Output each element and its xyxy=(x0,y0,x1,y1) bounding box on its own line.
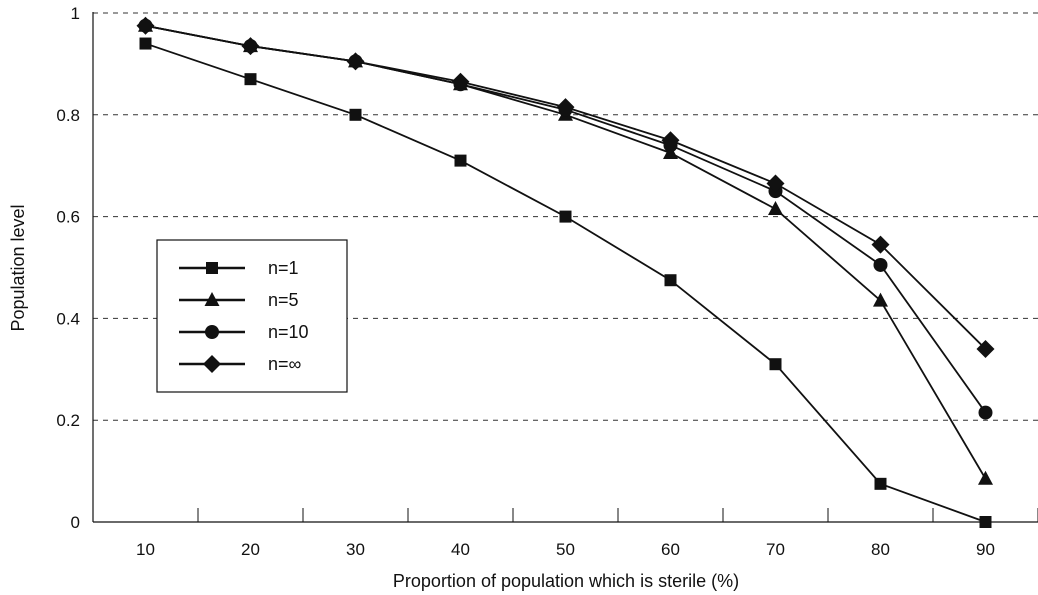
series-diamond xyxy=(136,16,995,358)
legend-marker-triangle xyxy=(204,292,220,306)
data-point-triangle xyxy=(978,470,993,485)
data-point-diamond xyxy=(976,339,995,358)
data-point-square xyxy=(139,37,152,50)
y-tick-label-1: 0.2 xyxy=(56,411,80,430)
data-point-triangle xyxy=(873,292,888,307)
legend-label-diamond: n=∞ xyxy=(268,354,302,374)
legend-label-circle: n=10 xyxy=(268,322,309,342)
x-tick-label-6: 70 xyxy=(766,540,785,559)
data-point-diamond xyxy=(871,235,890,254)
data-point-circle xyxy=(873,257,888,272)
data-point-square xyxy=(769,358,782,371)
data-point-square xyxy=(874,477,887,490)
x-tick-label-8: 90 xyxy=(976,540,995,559)
legend-marker-diamond xyxy=(203,355,221,373)
data-point-diamond xyxy=(556,98,575,117)
y-axis-title: Population level xyxy=(8,204,28,331)
data-point-diamond xyxy=(451,72,470,91)
y-tick-label-3: 0.6 xyxy=(56,208,80,227)
series-square xyxy=(139,37,992,528)
data-point-triangle xyxy=(768,200,783,215)
legend-marker-square xyxy=(206,262,218,274)
legend-label-triangle: n=5 xyxy=(268,290,299,310)
legend-label-square: n=1 xyxy=(268,258,299,278)
x-tick-label-5: 60 xyxy=(661,540,680,559)
y-tick-label-2: 0.4 xyxy=(56,309,80,328)
data-point-circle xyxy=(978,405,993,420)
data-point-diamond xyxy=(241,37,260,56)
x-tick-label-2: 30 xyxy=(346,540,365,559)
data-point-diamond xyxy=(136,16,155,35)
legend-marker-circle xyxy=(205,325,219,339)
data-point-diamond xyxy=(661,131,680,150)
y-tick-label-4: 0.8 xyxy=(56,106,80,125)
data-point-square xyxy=(979,516,992,528)
data-point-square xyxy=(244,73,257,86)
x-tick-label-1: 20 xyxy=(241,540,260,559)
x-axis-title: Proportion of population which is steril… xyxy=(393,571,739,591)
y-tick-label-5: 1 xyxy=(71,4,80,23)
data-point-square xyxy=(664,274,677,287)
legend-box xyxy=(156,239,348,393)
x-tick-label-7: 80 xyxy=(871,540,890,559)
series-layer xyxy=(136,16,995,528)
x-tick-label-4: 50 xyxy=(556,540,575,559)
data-point-diamond xyxy=(346,52,365,71)
legend: n=1 n=5 n=10 n=∞ xyxy=(156,239,348,393)
x-tick-label-3: 40 xyxy=(451,540,470,559)
data-point-square xyxy=(559,210,572,223)
axes-layer: 0 0.2 0.4 0.6 0.8 1 10 20 30 40 50 60 70 80 90 xyxy=(56,4,1038,559)
x-tick-label-0: 10 xyxy=(136,540,155,559)
data-point-square xyxy=(349,108,362,121)
data-point-square xyxy=(454,154,467,167)
y-tick-label-0: 0 xyxy=(71,513,80,532)
data-point-diamond xyxy=(766,174,785,193)
